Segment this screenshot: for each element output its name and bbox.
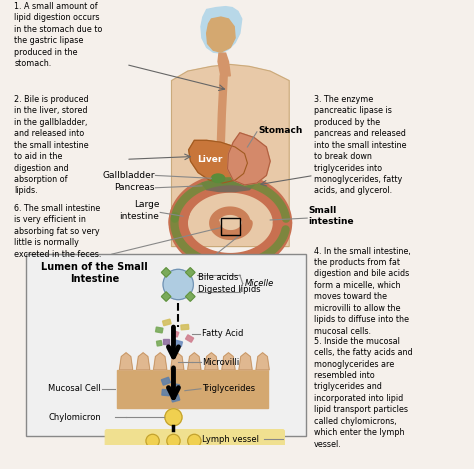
Polygon shape xyxy=(207,17,235,52)
Text: Chylomicron: Chylomicron xyxy=(48,413,101,422)
Polygon shape xyxy=(218,53,230,76)
Polygon shape xyxy=(256,353,269,370)
Ellipse shape xyxy=(211,174,225,182)
Text: Triglycerides: Triglycerides xyxy=(202,384,255,393)
Circle shape xyxy=(188,434,201,447)
Polygon shape xyxy=(162,292,171,301)
Polygon shape xyxy=(137,353,150,370)
Polygon shape xyxy=(188,353,201,370)
Polygon shape xyxy=(161,377,171,385)
Polygon shape xyxy=(202,178,254,191)
Polygon shape xyxy=(185,335,194,342)
Polygon shape xyxy=(171,394,180,402)
Text: Pancreas: Pancreas xyxy=(114,183,155,192)
Text: Small
intestine: Small intestine xyxy=(308,206,354,226)
Polygon shape xyxy=(205,353,218,370)
Text: 2. Bile is produced
in the liver, stored
in the gallbladder,
and released into
t: 2. Bile is produced in the liver, stored… xyxy=(14,95,89,196)
Text: 1. A small amount of
lipid digestion occurs
in the stomach due to
the gastric li: 1. A small amount of lipid digestion occ… xyxy=(14,2,102,68)
Text: Stomach: Stomach xyxy=(259,126,303,136)
Polygon shape xyxy=(171,353,184,370)
Circle shape xyxy=(163,269,193,300)
Polygon shape xyxy=(171,384,180,390)
Text: Lymph vessel: Lymph vessel xyxy=(202,435,259,444)
FancyBboxPatch shape xyxy=(105,430,284,452)
Polygon shape xyxy=(163,339,169,344)
Text: Gallbladder: Gallbladder xyxy=(102,171,155,180)
Text: Lumen of the Small
Intestine: Lumen of the Small Intestine xyxy=(41,262,148,284)
Polygon shape xyxy=(172,331,179,337)
Polygon shape xyxy=(228,133,270,185)
Polygon shape xyxy=(162,389,170,396)
Text: Digested lipids: Digested lipids xyxy=(198,285,261,294)
Text: Micelle: Micelle xyxy=(245,279,274,288)
Text: Liver: Liver xyxy=(197,155,222,164)
Circle shape xyxy=(146,434,159,447)
Polygon shape xyxy=(163,319,171,325)
Text: Large
intestine: Large intestine xyxy=(119,200,159,220)
Polygon shape xyxy=(154,353,167,370)
Polygon shape xyxy=(189,140,247,183)
Polygon shape xyxy=(185,268,195,277)
Text: 5. Inside the mucosal
cells, the fatty acids and
monoglycerides are
resembled in: 5. Inside the mucosal cells, the fatty a… xyxy=(314,337,412,449)
Polygon shape xyxy=(155,327,163,333)
Polygon shape xyxy=(172,64,289,247)
Polygon shape xyxy=(185,292,195,301)
Polygon shape xyxy=(119,353,133,370)
Text: 6. The small intestine
is very efficient in
absorbing fat so very
little is norm: 6. The small intestine is very efficient… xyxy=(14,204,101,259)
Text: 4. In the small intestine,
the products from fat
digestion and bile acids
form a: 4. In the small intestine, the products … xyxy=(314,247,410,336)
Circle shape xyxy=(165,408,182,426)
Polygon shape xyxy=(174,340,182,347)
FancyBboxPatch shape xyxy=(117,370,268,408)
FancyBboxPatch shape xyxy=(27,254,306,436)
Text: Microvilli: Microvilli xyxy=(202,358,239,367)
Text: Bile acids: Bile acids xyxy=(198,273,238,282)
Text: 3. The enzyme
pancreatic lipase is
produced by the
pancreas and released
into th: 3. The enzyme pancreatic lipase is produ… xyxy=(314,95,406,196)
Polygon shape xyxy=(181,325,189,330)
Polygon shape xyxy=(201,7,242,53)
Polygon shape xyxy=(239,353,252,370)
Polygon shape xyxy=(156,340,162,346)
Polygon shape xyxy=(162,268,171,277)
Text: Fatty Acid: Fatty Acid xyxy=(202,329,243,338)
Polygon shape xyxy=(222,353,235,370)
Circle shape xyxy=(167,434,180,447)
Text: Mucosal Cell: Mucosal Cell xyxy=(48,384,101,393)
